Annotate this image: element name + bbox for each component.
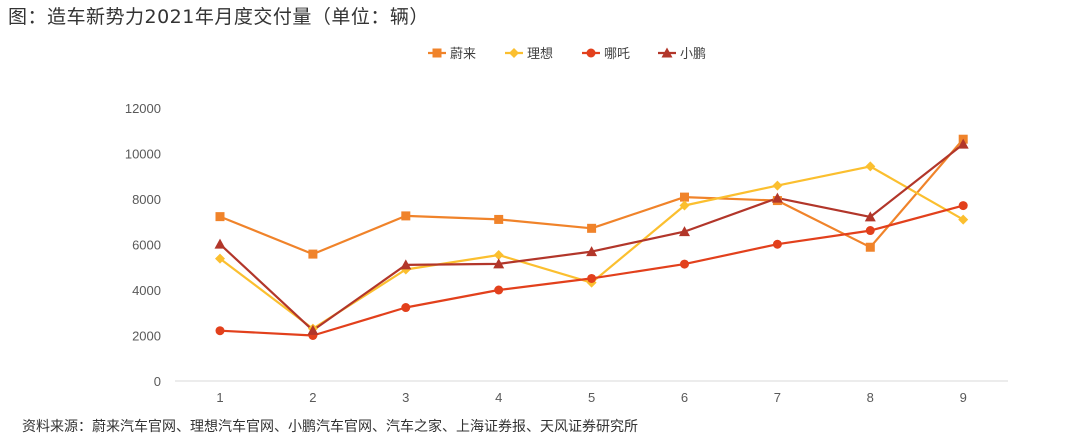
data-point <box>771 192 783 203</box>
data-point <box>958 214 969 225</box>
data-point <box>401 211 411 221</box>
data-point <box>214 238 226 249</box>
legend-marker <box>432 48 442 58</box>
data-point <box>772 239 782 249</box>
x-tick-label: 6 <box>681 390 688 405</box>
data-point <box>864 211 876 222</box>
y-tick-label: 12000 <box>125 101 161 116</box>
data-point <box>586 246 598 257</box>
data-point <box>957 138 969 149</box>
y-tick-label: 2000 <box>132 329 161 344</box>
data-point <box>958 201 968 211</box>
source-note: 资料来源：蔚来汽车官网、理想汽车官网、小鹏汽车官网、汽车之家、上海证券报、天风证… <box>22 419 638 435</box>
data-point <box>680 192 689 202</box>
data-point <box>679 226 690 237</box>
data-point <box>307 324 319 335</box>
legend-label: 哪吒 <box>604 47 630 62</box>
x-tick-label: 1 <box>216 390 223 405</box>
x-tick-label: 8 <box>867 390 874 405</box>
data-point <box>400 259 412 270</box>
series-line-蔚来 <box>219 138 965 256</box>
y-tick-label: 0 <box>154 374 161 389</box>
data-point <box>865 242 875 252</box>
legend-label: 理想 <box>527 46 553 62</box>
legend-label: 蔚来 <box>450 47 476 62</box>
data-point <box>215 212 225 222</box>
data-point <box>679 200 690 211</box>
data-point <box>494 214 504 224</box>
x-tick-label: 7 <box>774 390 781 405</box>
legend-marker <box>586 48 596 58</box>
data-point <box>493 249 504 260</box>
legend-label: 小鹏 <box>680 47 706 62</box>
data-point <box>493 258 505 269</box>
data-point <box>401 303 411 313</box>
y-tick-label: 4000 <box>132 283 161 298</box>
data-point <box>587 273 597 283</box>
y-tick-label: 8000 <box>132 192 161 207</box>
data-point <box>865 161 876 172</box>
data-point <box>772 180 783 191</box>
x-tick-label: 3 <box>402 390 409 405</box>
y-tick-label: 6000 <box>132 238 161 253</box>
legend-marker <box>661 47 673 58</box>
data-point <box>865 226 875 236</box>
legend-marker <box>509 48 519 58</box>
data-point <box>308 249 318 259</box>
page-title: 图：造车新势力2021年月度交付量（单位：辆） <box>8 6 429 28</box>
x-tick-label: 4 <box>495 390 502 405</box>
data-point <box>215 326 225 336</box>
data-point <box>587 223 597 233</box>
x-tick-label: 2 <box>309 390 316 405</box>
x-tick-label: 5 <box>588 390 595 405</box>
y-tick-label: 10000 <box>125 147 161 162</box>
line-chart: 0 2000 4000 6000 8000 10000 12000 1 2 3 4 5 6 7 8 9 蔚来 理想… <box>125 46 1008 405</box>
data-point <box>494 285 504 295</box>
x-tick-label: 9 <box>960 390 967 405</box>
data-point <box>680 259 689 269</box>
data-point <box>215 253 225 264</box>
